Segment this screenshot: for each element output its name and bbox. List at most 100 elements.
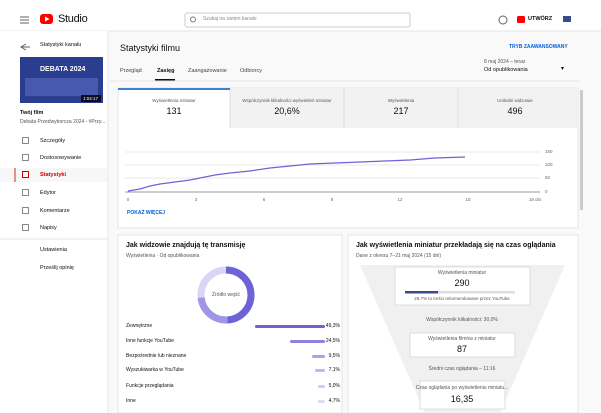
metric-label[interactable]: Wyświetlenia <box>387 98 415 103</box>
donut-main <box>197 266 255 324</box>
search-box[interactable] <box>184 12 411 28</box>
video-title: Debata Przedwyborcza 2024 - #Przy... <box>20 119 106 125</box>
donut-label: Źródło wejść <box>211 292 241 298</box>
menu-item[interactable]: Komentarze <box>40 208 70 214</box>
avg-watch: Średni czas oglądania – 11:16 <box>428 366 496 372</box>
metric-value[interactable]: 20,6% <box>274 106 300 116</box>
views-label: Wyświetlenia filmów z miniatur <box>428 336 496 342</box>
x-tick-label: 6 <box>262 197 266 202</box>
metric-value[interactable]: 131 <box>166 106 182 116</box>
x-tick-label: 3 <box>194 197 198 202</box>
watch-label: Czas oglądania po wyświetleniu miniatu..… <box>415 385 509 391</box>
dropdown-arrow[interactable]: ▾ <box>561 66 565 72</box>
duration: 1:04:17 <box>83 96 99 101</box>
funnel-box <box>394 266 531 306</box>
funnel-subtitle: Dane z okresu 7–21 maj 2024 (15 dni) <box>356 253 442 259</box>
impressions: 290 <box>454 278 470 288</box>
create-icon[interactable] <box>517 16 525 23</box>
y-tick-label: 0 <box>545 189 548 194</box>
page-title: Statystyki filmu <box>120 43 181 53</box>
source-name[interactable]: Bezpośrednie lub nieznane <box>126 353 187 359</box>
thumbnail-title: DEBATA 2024 <box>40 66 86 73</box>
y-tick-label: 50 <box>545 175 551 180</box>
tab[interactable]: Przegląd <box>120 68 142 74</box>
menu-item[interactable]: Ustawienia <box>40 247 67 253</box>
watch-time: 16,35 <box>450 394 474 404</box>
x-tick-label: 15 <box>465 197 471 202</box>
date-range: 8 maj 2024 – teraz <box>484 59 526 65</box>
tab[interactable]: Zasięg <box>157 68 175 74</box>
progress <box>405 291 438 294</box>
metric-value[interactable]: 496 <box>507 106 523 116</box>
back-icon[interactable] <box>20 43 30 51</box>
date-label[interactable]: Od opublikowania <box>484 67 528 73</box>
source-name[interactable]: Zewnętrzne <box>126 323 153 329</box>
menu-icon: Napisy <box>22 224 29 231</box>
donut-second <box>197 266 255 324</box>
tab[interactable]: Zaangażowanie <box>188 68 227 74</box>
sources-title: Jak widzowie znajdują tę transmisję <box>126 242 246 249</box>
menu-item[interactable]: Edytor <box>40 190 56 196</box>
funnel-title: Jak wyświetlenia miniatur przekładają si… <box>356 242 556 249</box>
funnel-box <box>409 332 516 358</box>
x-tick-label: 18 dni <box>528 197 542 202</box>
sources-card <box>117 234 343 413</box>
ctr: Współczynnik klikalności: 30,0% <box>426 317 498 323</box>
scrollbar[interactable] <box>580 90 583 210</box>
menu-icon: Edytor <box>22 189 29 196</box>
logo-play <box>45 16 50 22</box>
recommended: 29,7% to treści rekomendowane przez YouT… <box>414 296 510 301</box>
x-tick-label: 9 <box>330 197 334 202</box>
source-name[interactable]: Inne funkcje YouTube <box>126 338 174 344</box>
tab-underline <box>155 79 175 81</box>
metric-label[interactable]: Wyświetlenia miniatur <box>152 98 196 103</box>
y-tick-label: 100 <box>545 162 553 167</box>
source-name[interactable]: Inne <box>126 398 136 404</box>
help-icon[interactable] <box>498 15 508 25</box>
menu-item[interactable]: Dostosowywanie <box>40 155 82 161</box>
menu-icon: Dostosowywanie <box>22 154 29 161</box>
advanced-mode[interactable]: TRYB ZAAWANSOWANY <box>509 44 568 50</box>
grid <box>125 151 540 179</box>
create-button[interactable]: UTWÓRZ <box>528 16 553 22</box>
x-tick-label: 12 <box>397 197 403 202</box>
metric-dividers <box>229 88 459 128</box>
tab[interactable]: Odbiorcy <box>240 68 263 74</box>
back-link[interactable]: Statystyki kanału <box>40 42 82 48</box>
views-line <box>127 156 466 192</box>
menu-item[interactable]: Napisy <box>40 225 57 231</box>
menu-icon: Szczegóły <box>22 137 29 144</box>
menu-item[interactable]: Szczegóły <box>40 138 66 144</box>
source-name[interactable]: Funkcje przeglądania <box>126 383 174 389</box>
source-value: 7,1% <box>328 367 340 373</box>
metric-value[interactable]: 217 <box>393 106 409 116</box>
source-bars <box>255 325 325 403</box>
metric-label[interactable]: Współczynnik klikalności wyświetleń mini… <box>242 98 332 103</box>
logo-text: Studio <box>58 13 88 25</box>
menu-item[interactable]: Statystyki <box>40 172 66 178</box>
funnel-box <box>419 380 506 410</box>
thumbnail-people <box>25 78 98 96</box>
metric-label[interactable]: Unikalni widzowie <box>497 98 533 103</box>
source-value: 5,0% <box>328 383 340 389</box>
duration-bg <box>81 95 101 102</box>
source-value: 9,5% <box>328 353 340 359</box>
views: 87 <box>456 344 468 354</box>
search-icon <box>190 16 196 23</box>
x-tick-label: 0 <box>126 197 130 202</box>
show-more[interactable]: POKAŻ WIĘCEJ <box>127 210 166 216</box>
video-label: Twój film <box>20 110 44 116</box>
menu-icon[interactable] <box>20 16 29 24</box>
source-value: 4,7% <box>328 398 340 404</box>
selected-metric <box>118 88 230 90</box>
source-name[interactable]: Wyszukiwarka w YouTube <box>126 367 184 373</box>
source-value: 49,3% <box>325 323 340 329</box>
search-placeholder: Szukaj na swoim kanale <box>203 16 257 22</box>
menu-item[interactable]: Prześlij opinię <box>40 265 74 271</box>
avatar[interactable] <box>563 16 571 22</box>
y-tick-label: 150 <box>545 149 553 154</box>
impressions-label: Wyświetlenia miniatur <box>437 270 487 276</box>
menu-icon: Komentarze <box>22 207 29 214</box>
